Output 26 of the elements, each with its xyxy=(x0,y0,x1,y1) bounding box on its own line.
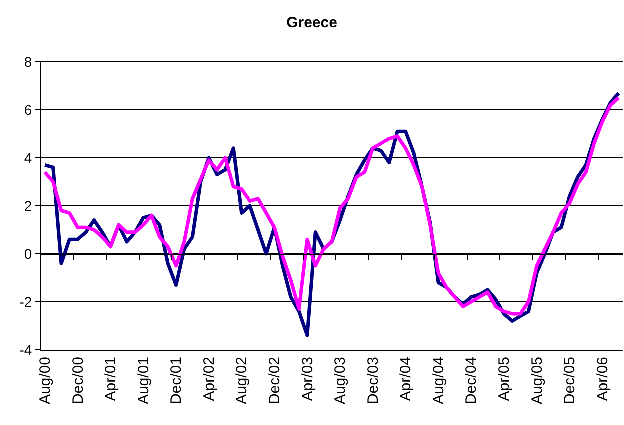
x-tick-label: Apr/06 xyxy=(594,357,612,402)
x-tick-label: Apr/05 xyxy=(496,357,514,402)
x-tick-label: Apr/03 xyxy=(299,357,316,402)
y-tick-label: 6 xyxy=(24,102,32,118)
chart-title: Greece xyxy=(286,14,338,32)
x-tick-label: Dec/01 xyxy=(168,357,186,405)
x-tick-label: Apr/01 xyxy=(102,357,120,402)
y-tick-label: 4 xyxy=(24,150,32,166)
x-tick-label: Dec/00 xyxy=(70,357,87,405)
x-tick-label: Aug/04 xyxy=(430,357,448,405)
x-tick-label: Dec/05 xyxy=(562,357,579,405)
x-tick-label: Aug/05 xyxy=(528,357,546,405)
x-tick-label: Dec/04 xyxy=(463,357,480,405)
x-tick-label: Dec/03 xyxy=(364,357,382,405)
y-tick-label: 2 xyxy=(24,198,32,214)
y-tick-label: -4 xyxy=(20,342,32,358)
x-tick-label: Apr/04 xyxy=(398,357,415,402)
x-tick-label: Aug/03 xyxy=(332,357,350,405)
x-tick-label: Apr/02 xyxy=(200,357,218,402)
x-tick-label: Aug/02 xyxy=(234,357,251,405)
x-tick-label: Aug/01 xyxy=(135,357,152,405)
y-tick-label: 8 xyxy=(24,54,32,70)
y-tick-label: -2 xyxy=(20,294,32,310)
x-tick-label: Dec/02 xyxy=(266,357,284,405)
y-tick-label: 0 xyxy=(24,246,32,262)
x-tick-label: Aug/00 xyxy=(36,357,54,405)
